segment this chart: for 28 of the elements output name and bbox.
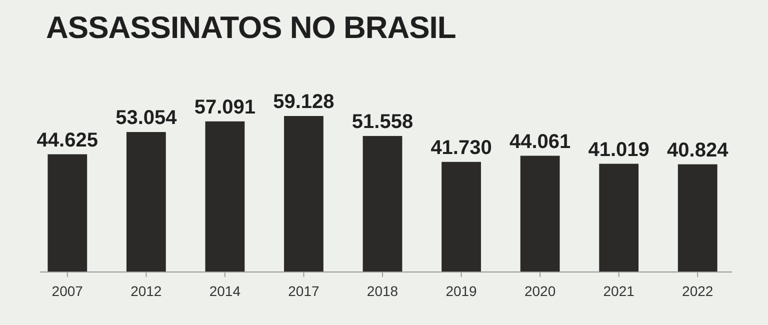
bar (599, 164, 639, 272)
chart-title: ASSASSINATOS NO BRASIL (46, 10, 456, 45)
x-tick-label: 2019 (446, 283, 478, 299)
bar (678, 164, 718, 272)
data-label: 44.061 (509, 130, 571, 153)
bar (362, 136, 402, 272)
bar (48, 154, 88, 272)
x-tick-label: 2020 (524, 283, 556, 299)
x-tick-label: 2007 (52, 283, 84, 299)
data-label: 44.625 (36, 129, 98, 152)
data-label: 57.091 (194, 96, 256, 118)
x-tick-label: 2012 (130, 283, 162, 299)
bar (126, 132, 166, 272)
data-label: 41.730 (430, 136, 492, 159)
bar (205, 121, 245, 272)
x-tick-label: 2021 (603, 283, 635, 299)
data-label: 59.128 (273, 91, 334, 113)
data-label: 40.824 (667, 139, 730, 162)
x-tick-label: 2022 (682, 283, 714, 299)
x-tick-label: 2017 (288, 283, 320, 299)
x-tick-label: 2018 (366, 283, 398, 299)
bar (442, 162, 481, 272)
bar (520, 156, 560, 272)
x-tick-label: 2014 (209, 283, 241, 299)
data-label: 41.019 (588, 138, 650, 161)
bar (284, 116, 324, 272)
data-label: 51.558 (352, 110, 414, 133)
data-label: 53.054 (116, 107, 178, 130)
